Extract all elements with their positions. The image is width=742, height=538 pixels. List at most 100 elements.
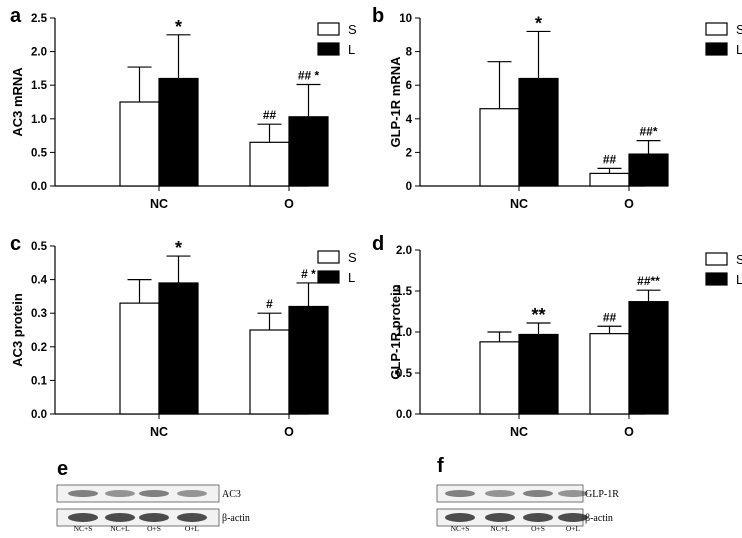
western-blot-f: f GLP-1R β-actin NC+S NC+L O+S O+L	[436, 455, 619, 533]
x-tick-label: O	[624, 197, 634, 211]
bar-L-NC	[518, 77, 559, 187]
y-axis-label: GLP-1R mRNA	[388, 56, 403, 148]
significance-marker: # *	[301, 267, 316, 281]
panel-letter: e	[57, 458, 68, 480]
protein-band	[105, 490, 135, 497]
protein-band	[445, 490, 475, 497]
y-tick-label: 0.5	[31, 241, 48, 253]
x-tick-label: O	[624, 425, 634, 439]
x-tick-label: NC	[150, 197, 168, 211]
x-tick-label: NC	[510, 425, 528, 439]
significance-marker: #	[266, 297, 273, 311]
bar-L-O	[628, 153, 669, 187]
lane-label: O+L	[566, 524, 581, 533]
legend-label: S	[348, 22, 357, 37]
legend-swatch-L	[705, 42, 728, 56]
bar-L-NC	[158, 282, 199, 415]
protein-band	[485, 490, 515, 497]
legend-swatch-S	[705, 22, 728, 36]
y-axis-label: GLP-1R protein	[388, 284, 403, 379]
panel-letter: a	[10, 5, 22, 27]
blot-strip	[56, 508, 220, 527]
y-tick-label: 0.2	[31, 342, 47, 354]
bar-S-NC	[479, 341, 520, 415]
protein-band	[68, 513, 98, 522]
legend-label: S	[736, 252, 742, 267]
legend-swatch-S	[317, 22, 340, 36]
y-tick-label: 2.0	[396, 245, 412, 257]
panel-letter: b	[372, 5, 384, 27]
x-tick-label: O	[284, 197, 294, 211]
significance-marker: ## *	[298, 69, 320, 83]
legend-swatch-L	[705, 272, 728, 286]
y-tick-label: 0.5	[396, 368, 413, 380]
x-tick-label: NC	[510, 197, 528, 211]
legend-swatch-S	[705, 252, 728, 266]
legend-swatch-S	[317, 250, 340, 264]
bar-S-O	[589, 333, 630, 415]
protein-band	[177, 490, 207, 497]
protein-band	[177, 513, 207, 522]
y-tick-label: 0.5	[31, 147, 48, 159]
lane-label: O+S	[531, 524, 545, 533]
significance-marker: ##*	[639, 125, 657, 139]
y-tick-label: 0.0	[396, 409, 412, 421]
significance-marker: *	[175, 17, 182, 37]
y-tick-label: 8	[406, 47, 413, 59]
y-tick-label: 0.3	[31, 308, 47, 320]
chart-panel-a: a AC3 mRNA 0.0 0.5 1.0 1.5 2.0 2.5 NC * O ## ## * SL	[10, 5, 357, 211]
protein-band	[558, 513, 588, 522]
y-tick-label: 1.5	[396, 286, 413, 298]
y-tick-label: 1.0	[31, 114, 47, 126]
protein-band	[445, 513, 475, 522]
bar-S-NC	[119, 101, 160, 187]
protein-band	[139, 513, 169, 522]
legend-label: L	[348, 270, 355, 285]
significance-marker: **	[531, 305, 545, 325]
y-tick-label: 0	[406, 181, 412, 193]
panel-letter: d	[372, 233, 384, 255]
blot-row-label: β-actin	[585, 513, 613, 524]
significance-marker: ##	[603, 152, 617, 166]
legend-label: S	[736, 22, 742, 37]
bar-L-O	[288, 116, 329, 187]
bar-S-NC	[119, 302, 160, 415]
blot-row-label: AC3	[222, 489, 241, 500]
protein-band	[523, 490, 553, 497]
y-tick-label: 10	[399, 13, 412, 25]
significance-marker: *	[535, 13, 542, 33]
lane-label: NC+S	[74, 524, 93, 533]
bar-L-NC	[158, 77, 199, 187]
bar-L-O	[288, 305, 329, 415]
protein-band	[485, 513, 515, 522]
chart-panel-d: d GLP-1R protein 0.0 0.5 1.0 1.5 2.0 NC ** O ## ##*…	[372, 233, 742, 439]
y-tick-label: 0.0	[31, 409, 47, 421]
lane-label: O+L	[185, 524, 200, 533]
protein-band	[139, 490, 169, 497]
blot-row-label: β-actin	[222, 513, 250, 524]
lane-label: NC+L	[490, 524, 510, 533]
y-tick-label: 0.0	[31, 181, 47, 193]
x-tick-label: NC	[150, 425, 168, 439]
panel-letter: c	[10, 233, 21, 255]
bar-S-NC	[479, 108, 520, 187]
protein-band	[558, 490, 588, 497]
chart-panel-c: c AC3 protein 0.0 0.1 0.2 0.3 0.4 0.5 NC * O # # * SL	[10, 233, 357, 439]
y-tick-label: 6	[406, 80, 412, 92]
legend-label: S	[348, 250, 357, 265]
y-tick-label: 2.0	[31, 47, 47, 59]
legend-label: L	[736, 272, 742, 287]
western-blot-e: e AC3 β-actin NC+S NC+L O+S O+L	[56, 458, 250, 533]
bar-S-O	[249, 141, 290, 187]
panel-letter: f	[437, 455, 444, 477]
legend-swatch-L	[317, 42, 340, 56]
protein-band	[68, 490, 98, 497]
y-axis-label: AC3 mRNA	[10, 67, 25, 137]
blot-row-label: GLP-1R	[585, 489, 619, 500]
legend-label: L	[736, 42, 742, 57]
y-axis-label: AC3 protein	[10, 293, 25, 367]
significance-marker: *	[175, 238, 182, 258]
y-tick-label: 0.4	[31, 275, 48, 287]
y-tick-label: 0.1	[31, 375, 48, 387]
